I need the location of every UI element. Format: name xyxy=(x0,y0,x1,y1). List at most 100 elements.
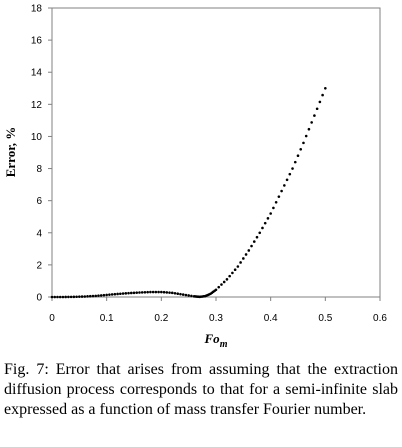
curve-dot xyxy=(277,195,281,198)
y-tick-label: 8 xyxy=(36,164,42,175)
curve-dot xyxy=(222,280,226,284)
curve-dot xyxy=(187,294,190,297)
curve-dot xyxy=(75,295,78,299)
curve-dot xyxy=(69,295,73,299)
curve-dot xyxy=(315,107,319,111)
curve-dot xyxy=(263,221,267,225)
y-tick-label: 4 xyxy=(36,228,42,239)
curve-dot xyxy=(151,290,155,294)
data-point xyxy=(214,288,218,292)
data-point xyxy=(149,290,152,294)
y-axis-ticks: 0 2 4 6 8 10 12 14 16 18 xyxy=(31,4,52,304)
curve-dot xyxy=(304,134,308,138)
curve-dot xyxy=(162,290,166,294)
curve-dot xyxy=(274,200,278,204)
curve-dot xyxy=(80,295,84,298)
curve-dot xyxy=(146,290,149,294)
x-tick-label: 0.5 xyxy=(318,313,332,324)
x-tick-label: 0.1 xyxy=(100,313,114,324)
curve-dot xyxy=(165,291,169,294)
y-tick-label: 10 xyxy=(31,132,43,143)
curve-dot xyxy=(119,292,122,296)
curve-dot xyxy=(97,294,100,297)
plot-frame xyxy=(51,7,381,298)
data-point xyxy=(127,291,130,295)
curve-dot xyxy=(242,257,245,260)
curve-dot xyxy=(143,290,147,294)
curve-dot xyxy=(299,147,303,151)
curve-dot xyxy=(154,290,158,294)
curve-dot xyxy=(64,295,67,299)
data-point xyxy=(170,291,174,295)
curve-dot xyxy=(78,295,81,298)
x-axis-title: Fom xyxy=(204,331,228,350)
data-point xyxy=(116,292,119,296)
x-axis-ticks: 0 0.1 0.2 0.3 0.4 0.5 0.6 xyxy=(49,297,387,324)
curve-dot xyxy=(283,184,286,187)
y-tick-label: 2 xyxy=(36,260,42,271)
curve-dot xyxy=(307,127,311,131)
data-point xyxy=(72,295,76,299)
curve-dot xyxy=(53,295,57,299)
y-tick-label: 6 xyxy=(36,196,42,207)
curve-dot xyxy=(252,240,256,243)
figure-caption: Fig. 7: Error that arises from assuming … xyxy=(4,361,398,418)
curve-dot xyxy=(255,235,259,239)
curve-dot xyxy=(288,172,292,176)
curve-dot xyxy=(261,226,264,230)
curve-dot xyxy=(272,206,275,210)
curve-dot xyxy=(58,295,62,299)
data-point xyxy=(258,231,262,235)
curve-dot xyxy=(176,292,180,296)
curve-dot xyxy=(233,268,237,272)
curve-dot xyxy=(108,293,111,296)
data-point xyxy=(138,291,141,294)
data-point xyxy=(236,265,240,268)
data-point xyxy=(83,295,87,298)
data-point xyxy=(61,295,65,299)
data-point xyxy=(160,290,163,294)
curve-dot xyxy=(157,290,160,294)
y-tick-label: 0 xyxy=(36,293,42,304)
curve-dot xyxy=(88,294,92,298)
data-point xyxy=(269,212,272,215)
data-point xyxy=(280,189,283,193)
curve-dot xyxy=(250,244,253,248)
curve-dot xyxy=(217,285,221,289)
curve-dot xyxy=(99,294,103,297)
y-tick-label: 12 xyxy=(31,100,43,111)
y-axis-title: Error, % xyxy=(3,127,18,178)
y-tick-label: 18 xyxy=(31,4,43,15)
curve-dot xyxy=(113,292,117,296)
data-series xyxy=(50,86,327,299)
curve-dot xyxy=(318,100,322,104)
curve-dot xyxy=(140,291,144,294)
data-point xyxy=(324,86,327,90)
data-point xyxy=(225,278,229,281)
curve-dot xyxy=(124,292,128,295)
curve-dot xyxy=(266,217,270,220)
curve-dot xyxy=(132,291,136,295)
x-tick-label: 0.4 xyxy=(264,313,278,324)
curve-dot xyxy=(91,294,95,298)
data-point xyxy=(291,167,294,170)
curve-dot xyxy=(228,274,231,278)
curve-dot xyxy=(239,261,242,264)
curve-dot xyxy=(231,271,234,275)
curve-dot xyxy=(168,291,171,294)
data-point xyxy=(105,293,108,297)
y-tick-label: 14 xyxy=(31,68,43,79)
curve-dot xyxy=(179,292,182,296)
curve-dot xyxy=(296,154,300,158)
data-point xyxy=(94,294,98,298)
curve-dot xyxy=(56,295,59,299)
data-point xyxy=(247,249,251,252)
data-point xyxy=(313,114,316,117)
data-point xyxy=(181,293,185,296)
curve-dot xyxy=(110,293,114,296)
x-tick-label: 0.6 xyxy=(373,313,387,324)
curve-dot xyxy=(184,293,188,297)
y-tick-label: 16 xyxy=(31,36,43,47)
curve-dot xyxy=(310,121,313,124)
curve-dot xyxy=(102,293,106,297)
